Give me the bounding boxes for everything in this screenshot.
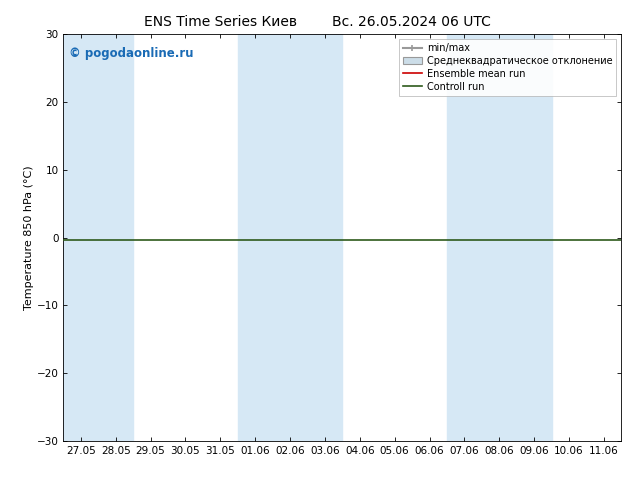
- Text: ENS Time Series Киев        Вс. 26.05.2024 06 UTC: ENS Time Series Киев Вс. 26.05.2024 06 U…: [143, 15, 491, 29]
- Y-axis label: Temperature 850 hPa (°C): Temperature 850 hPa (°C): [24, 165, 34, 310]
- Bar: [238, 34, 342, 441]
- Bar: [63, 34, 133, 441]
- Text: © pogodaonline.ru: © pogodaonline.ru: [69, 47, 193, 59]
- Bar: [447, 34, 552, 441]
- Legend: min/max, Среднеквадратическое отклонение, Ensemble mean run, Controll run: min/max, Среднеквадратическое отклонение…: [399, 39, 616, 96]
